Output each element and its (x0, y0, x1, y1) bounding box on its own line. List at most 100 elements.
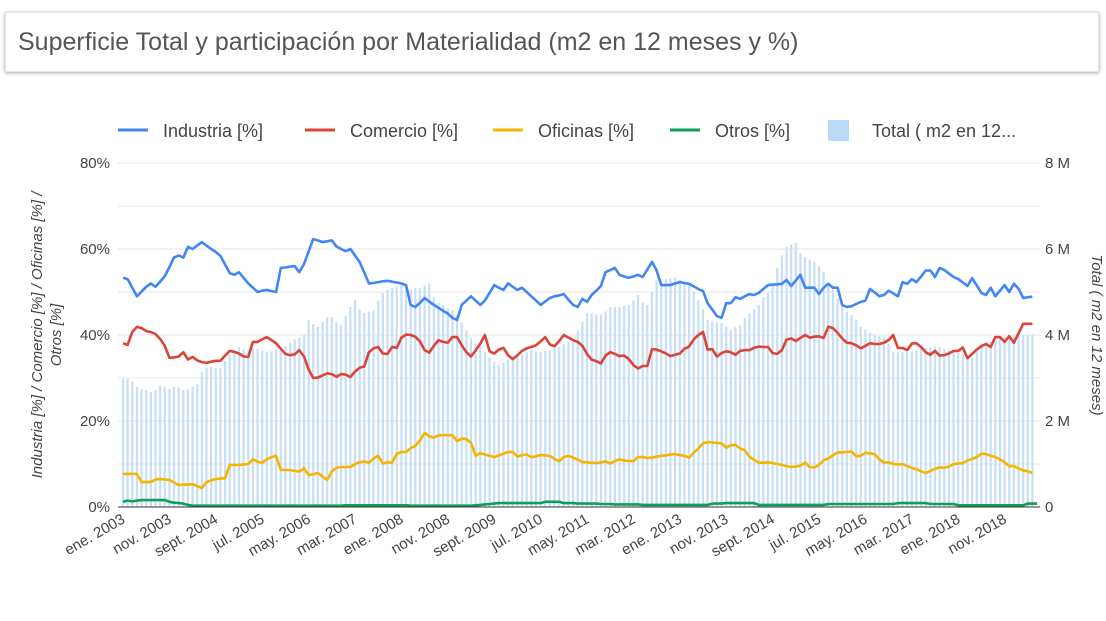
bar-total (372, 310, 375, 507)
y-right-tick-label: 4 M (1045, 327, 1070, 344)
line-industria (122, 237, 1033, 322)
bar-total (896, 352, 899, 507)
bar-total (882, 338, 886, 507)
bar-total (437, 302, 440, 507)
bar-total (265, 352, 268, 507)
bar-total (126, 378, 129, 507)
bar-total (632, 300, 635, 507)
line-oficinas (123, 431, 1033, 490)
legend-label: Comercio [%] (350, 121, 458, 141)
bar-total (159, 385, 162, 507)
bar-total (205, 367, 208, 507)
bar-total (228, 354, 231, 507)
bar-total (729, 329, 732, 507)
bar-total (845, 311, 848, 507)
bar-total (353, 300, 357, 507)
bar-total (502, 362, 505, 507)
bar-total (404, 287, 408, 507)
bar-total (409, 289, 412, 507)
bar-total (581, 322, 584, 507)
bar-total (585, 313, 589, 507)
bar-total (256, 348, 259, 507)
bar-total (298, 337, 301, 507)
bar-total (548, 350, 551, 507)
y-left-tick-label: 80% (80, 155, 110, 172)
legend-item: Otros [%] (670, 121, 790, 141)
bar-total (191, 387, 194, 507)
bar-total (623, 305, 626, 507)
bar-total (307, 319, 310, 507)
bar-total (219, 368, 222, 507)
y-left-tick-label: 20% (80, 413, 110, 430)
bar-total (822, 271, 825, 507)
bar-total (270, 351, 273, 507)
bar-total (933, 347, 937, 507)
bar-total (701, 309, 705, 507)
legend-item: Total ( m2 en 12... (828, 120, 1016, 141)
bar-total (530, 350, 533, 507)
total-bars (121, 242, 1034, 508)
bar-total (423, 285, 426, 507)
bar-total (776, 267, 779, 507)
legend-label: Otros [%] (715, 121, 790, 141)
bar-total (692, 292, 695, 507)
bar-total (901, 352, 904, 507)
bar-total (121, 378, 125, 507)
bar-total (868, 332, 872, 507)
bar-total (590, 313, 593, 507)
bar-total (553, 347, 556, 507)
bar-total (1017, 335, 1020, 507)
bar-total (855, 319, 858, 507)
bar-total (618, 307, 621, 507)
bar-total (321, 322, 324, 507)
bar-total (757, 304, 760, 507)
y-right-tick-label: 2 M (1045, 413, 1070, 430)
bar-total (910, 351, 913, 507)
bar-total (293, 339, 296, 507)
bar-total (906, 352, 909, 507)
bar-total (344, 315, 347, 507)
bar-total (595, 314, 598, 507)
bar-total (674, 277, 677, 507)
bar-total (971, 357, 974, 507)
bar-total (720, 322, 723, 507)
bar-total (636, 295, 640, 507)
bar-total (1031, 335, 1034, 507)
chart-title: Superficie Total y participación por Mat… (18, 28, 799, 56)
bar-total (998, 337, 1002, 507)
bar-total (864, 329, 867, 507)
bar-total (915, 350, 918, 507)
series-lines (122, 237, 1038, 508)
bar-total (739, 325, 742, 507)
bar-total (766, 292, 770, 507)
bar-total (947, 350, 951, 507)
bar-total (330, 316, 333, 507)
legend-label: Oficinas [%] (538, 121, 634, 141)
bar-total (520, 354, 524, 507)
bar-total (391, 288, 394, 507)
bar-total (711, 321, 714, 507)
bar-total (734, 327, 737, 507)
bar-total (247, 350, 250, 507)
bar-total (562, 344, 565, 507)
bar-total (261, 350, 264, 507)
bar-total (534, 351, 538, 507)
bar-total (145, 390, 148, 507)
bar-total (762, 297, 765, 507)
bar-total (836, 298, 839, 507)
y-left-tick-label: 60% (80, 241, 110, 258)
y-right-axis-title: Total ( m2 en 12 meses) (1088, 254, 1105, 415)
y-right-tick-label: 6 M (1045, 241, 1070, 258)
bar-total (428, 283, 431, 507)
bar-total (525, 352, 528, 507)
bar-total (395, 286, 398, 507)
bar-total (938, 347, 941, 507)
bar-total (1026, 335, 1029, 507)
bar-total (887, 343, 890, 507)
bar-total (242, 348, 245, 507)
bar-total (358, 309, 361, 507)
bar-total (1003, 336, 1006, 507)
bar-total (961, 354, 964, 507)
bar-total (381, 292, 384, 507)
bar-total (223, 360, 227, 507)
